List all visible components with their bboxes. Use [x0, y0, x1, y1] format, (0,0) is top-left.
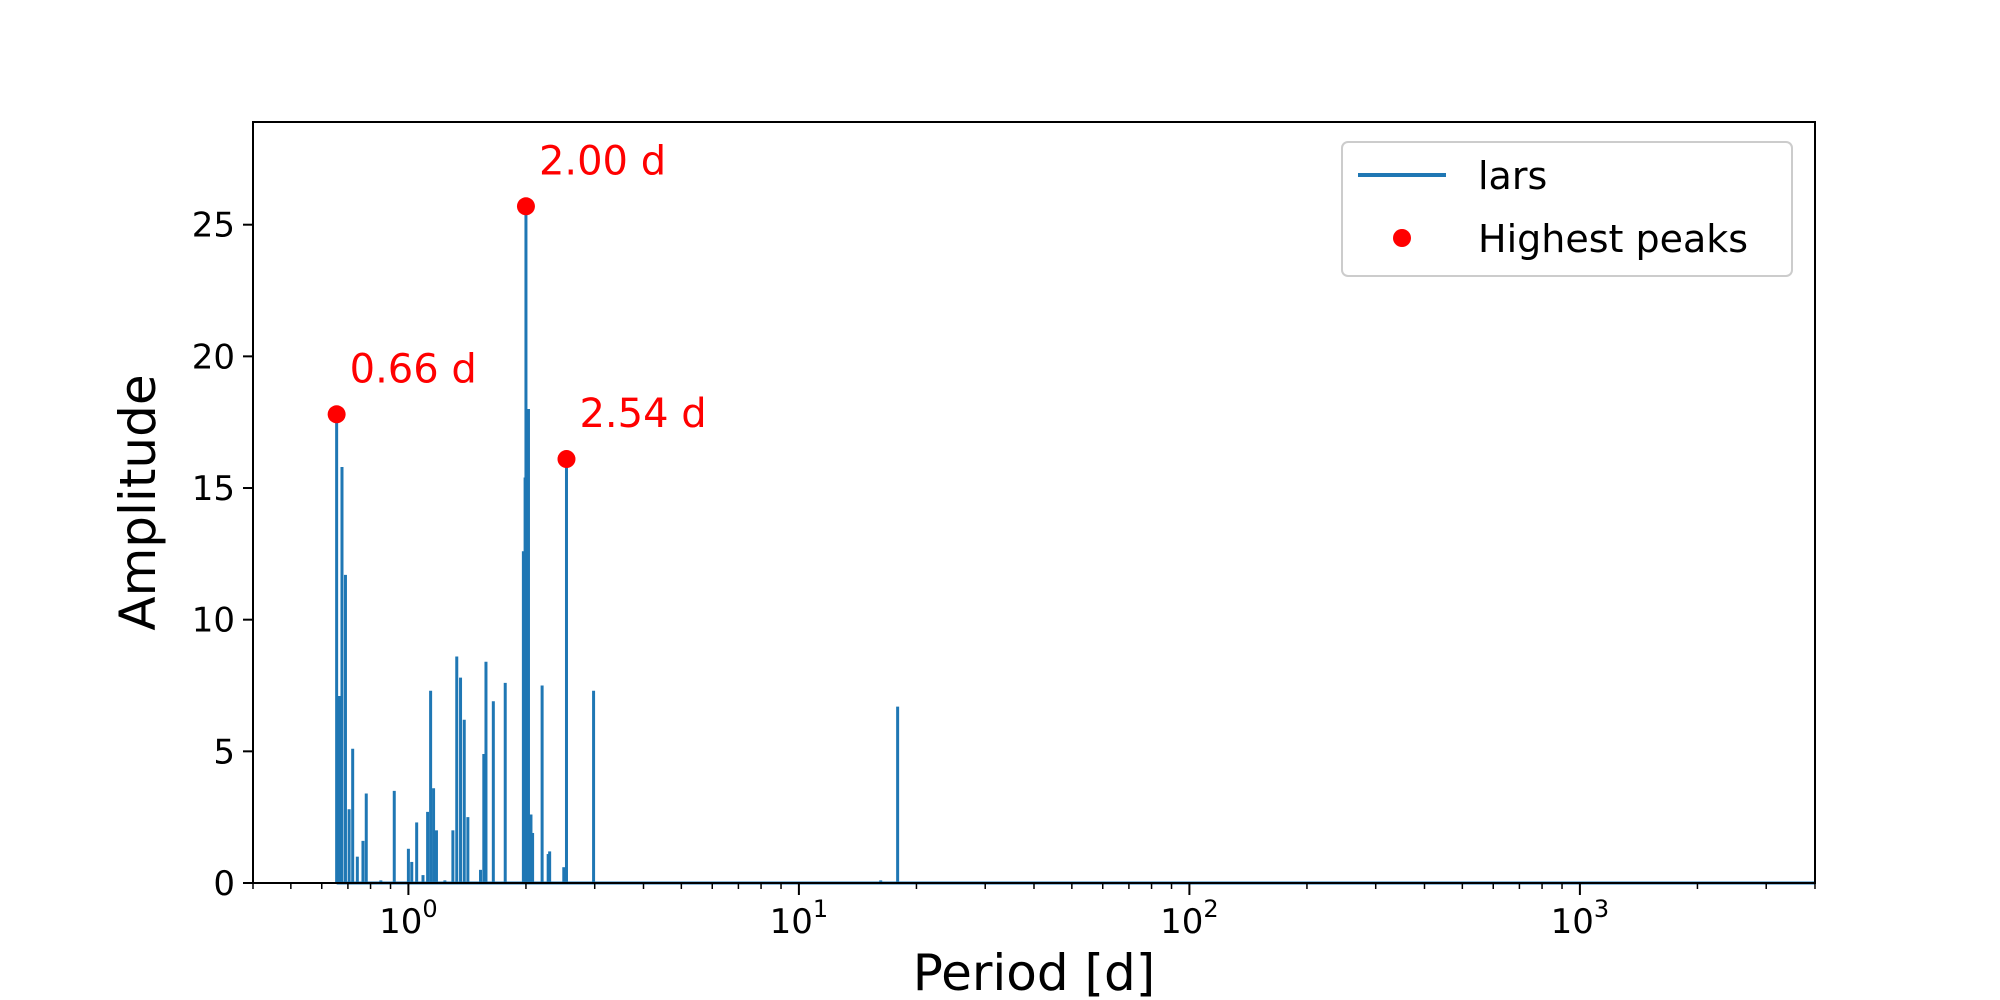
- y-tick-label-5: 25: [192, 206, 235, 246]
- x-tick-label-0: 100: [379, 895, 438, 942]
- x-axis-label: Period [d]: [913, 944, 1156, 1000]
- y-axis-label: Amplitude: [109, 374, 167, 630]
- y-tick-label-3: 15: [192, 469, 235, 509]
- annotations-layer: 0.66 d 2.00 d 2.54 d: [327, 138, 707, 469]
- highest-peak-point-2: [557, 450, 576, 469]
- marks-layer: [335, 206, 1815, 885]
- x-tick-label-3: 103: [1551, 895, 1610, 942]
- legend-label-lars: lars: [1478, 154, 1547, 198]
- highest-peak-point-0: [327, 405, 346, 424]
- plot-frame: [252, 121, 1816, 884]
- legend-label-peaks: Highest peaks: [1478, 217, 1748, 261]
- peak-annotation-1: 2.00 d: [539, 138, 666, 184]
- y-tick-label-4: 20: [192, 337, 235, 377]
- legend-box: [1341, 141, 1793, 277]
- x-tick-label-1: 101: [770, 895, 829, 942]
- peak-annotation-0: 0.66 d: [350, 346, 477, 392]
- legend-dot-swatch: [1393, 229, 1411, 247]
- y-tick-label-0: 0: [213, 864, 235, 904]
- peak-annotation-2: 2.54 d: [579, 391, 706, 437]
- y-tick-label-1: 5: [213, 732, 235, 772]
- y-tick-label-2: 10: [192, 601, 235, 641]
- ticks-layer: 0 5 10 15 20 25 100 101 102 103: [192, 206, 1816, 942]
- legend: lars Highest peaks: [1341, 141, 1793, 277]
- x-tick-label-2: 102: [1160, 895, 1219, 942]
- highest-peak-point-1: [516, 197, 535, 216]
